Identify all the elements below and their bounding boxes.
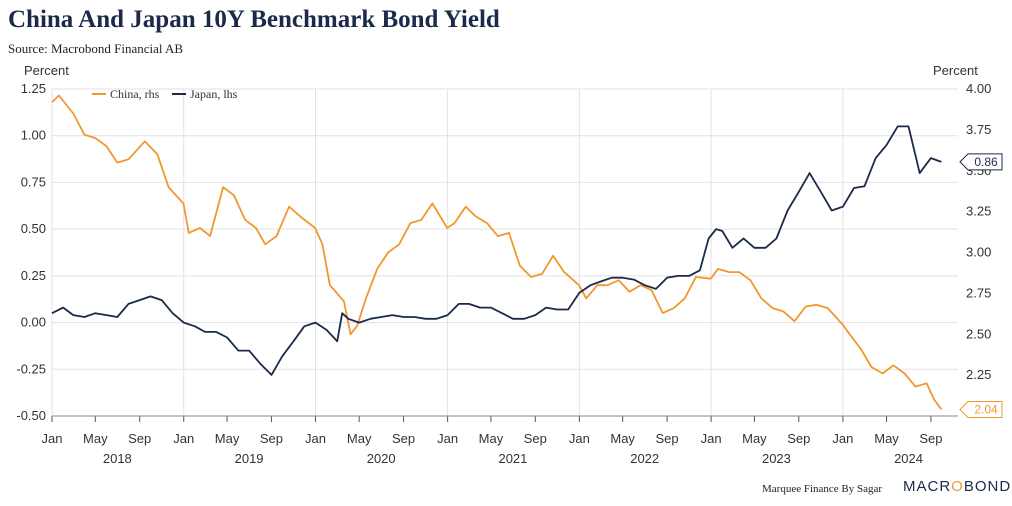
x-tick-label: May [347,431,372,446]
credit-text: Marquee Finance By Sagar [762,483,883,495]
left-tick-label: -0.25 [16,361,46,376]
x-tick-label: Jan [832,431,853,446]
year-label: 2021 [498,451,527,466]
japan-line [51,125,942,376]
right-axis: 4.003.753.503.253.002.752.502.25 [966,81,991,382]
x-tick-label: Jan [701,431,722,446]
left-tick-label: 1.25 [21,81,46,96]
year-label: 2022 [630,451,659,466]
year-label: 2020 [367,451,396,466]
right-tick-label: 3.25 [966,204,991,219]
right-axis-unit: Percent [933,63,978,78]
gridlines [51,88,958,417]
china-end-value: 2.04 [974,402,998,416]
chart-title: China And Japan 10Y Benchmark Bond Yield [8,6,500,33]
japan-end-value: 0.86 [974,155,998,169]
right-tick-label: 3.75 [966,122,991,137]
legend-japan-label: Japan, lhs [190,87,238,101]
end-labels: 2.04 0.86 [959,153,1003,418]
x-tick-label: Jan [42,431,63,446]
right-tick-label: 2.75 [966,285,991,300]
right-tick-label: 2.25 [966,367,991,382]
x-tick-label: May [874,431,899,446]
brand-logo: MACROBOND [903,478,1012,495]
japan-end-callout [959,153,1003,171]
year-label: 2023 [762,451,791,466]
x-tick-label: Sep [392,431,415,446]
x-tick-label: Sep [260,431,283,446]
year-label: 2019 [235,451,264,466]
right-tick-label: 3.00 [966,245,991,260]
left-tick-label: 1.00 [21,128,46,143]
legend-china-label: China, rhs [110,87,160,101]
legend: China, rhs Japan, lhs [92,87,238,101]
x-tick-label: Jan [173,431,194,446]
x-tick-label: Sep [655,431,678,446]
series-lines [51,94,943,411]
right-tick-label: 4.00 [966,81,991,96]
source-note: Source: Macrobond Financial AB [8,41,184,56]
x-tick-label: Jan [305,431,326,446]
left-axis-unit: Percent [24,63,69,78]
china-line [51,94,943,411]
x-tick-label: Sep [787,431,810,446]
x-tick-label: Sep [128,431,151,446]
left-tick-label: 0.25 [21,268,46,283]
x-tick-label: May [742,431,767,446]
x-tick-label: Sep [919,431,942,446]
x-tick-label: Jan [437,431,458,446]
left-tick-label: 0.50 [21,221,46,236]
year-label: 2018 [103,451,132,466]
x-tick-label: Sep [524,431,547,446]
x-tick-label: May [610,431,635,446]
x-tick-label: Jan [569,431,590,446]
x-tick-label: May [479,431,504,446]
x-axis: Jan May Sep Jan May Sep Jan May Sep Jan May Sep Jan M… [42,415,958,466]
x-tick-label: May [83,431,108,446]
left-tick-label: 0.00 [21,315,46,330]
china-end-callout [959,400,1003,418]
left-tick-label: 0.75 [21,174,46,189]
right-tick-label: 2.50 [966,326,991,341]
x-tick-label: May [215,431,240,446]
left-tick-label: -0.50 [16,408,46,423]
left-axis: 1.25 1.00 0.75 0.50 0.25 0.00 -0.25 -0.50 [16,81,46,423]
year-label: 2024 [894,451,923,466]
